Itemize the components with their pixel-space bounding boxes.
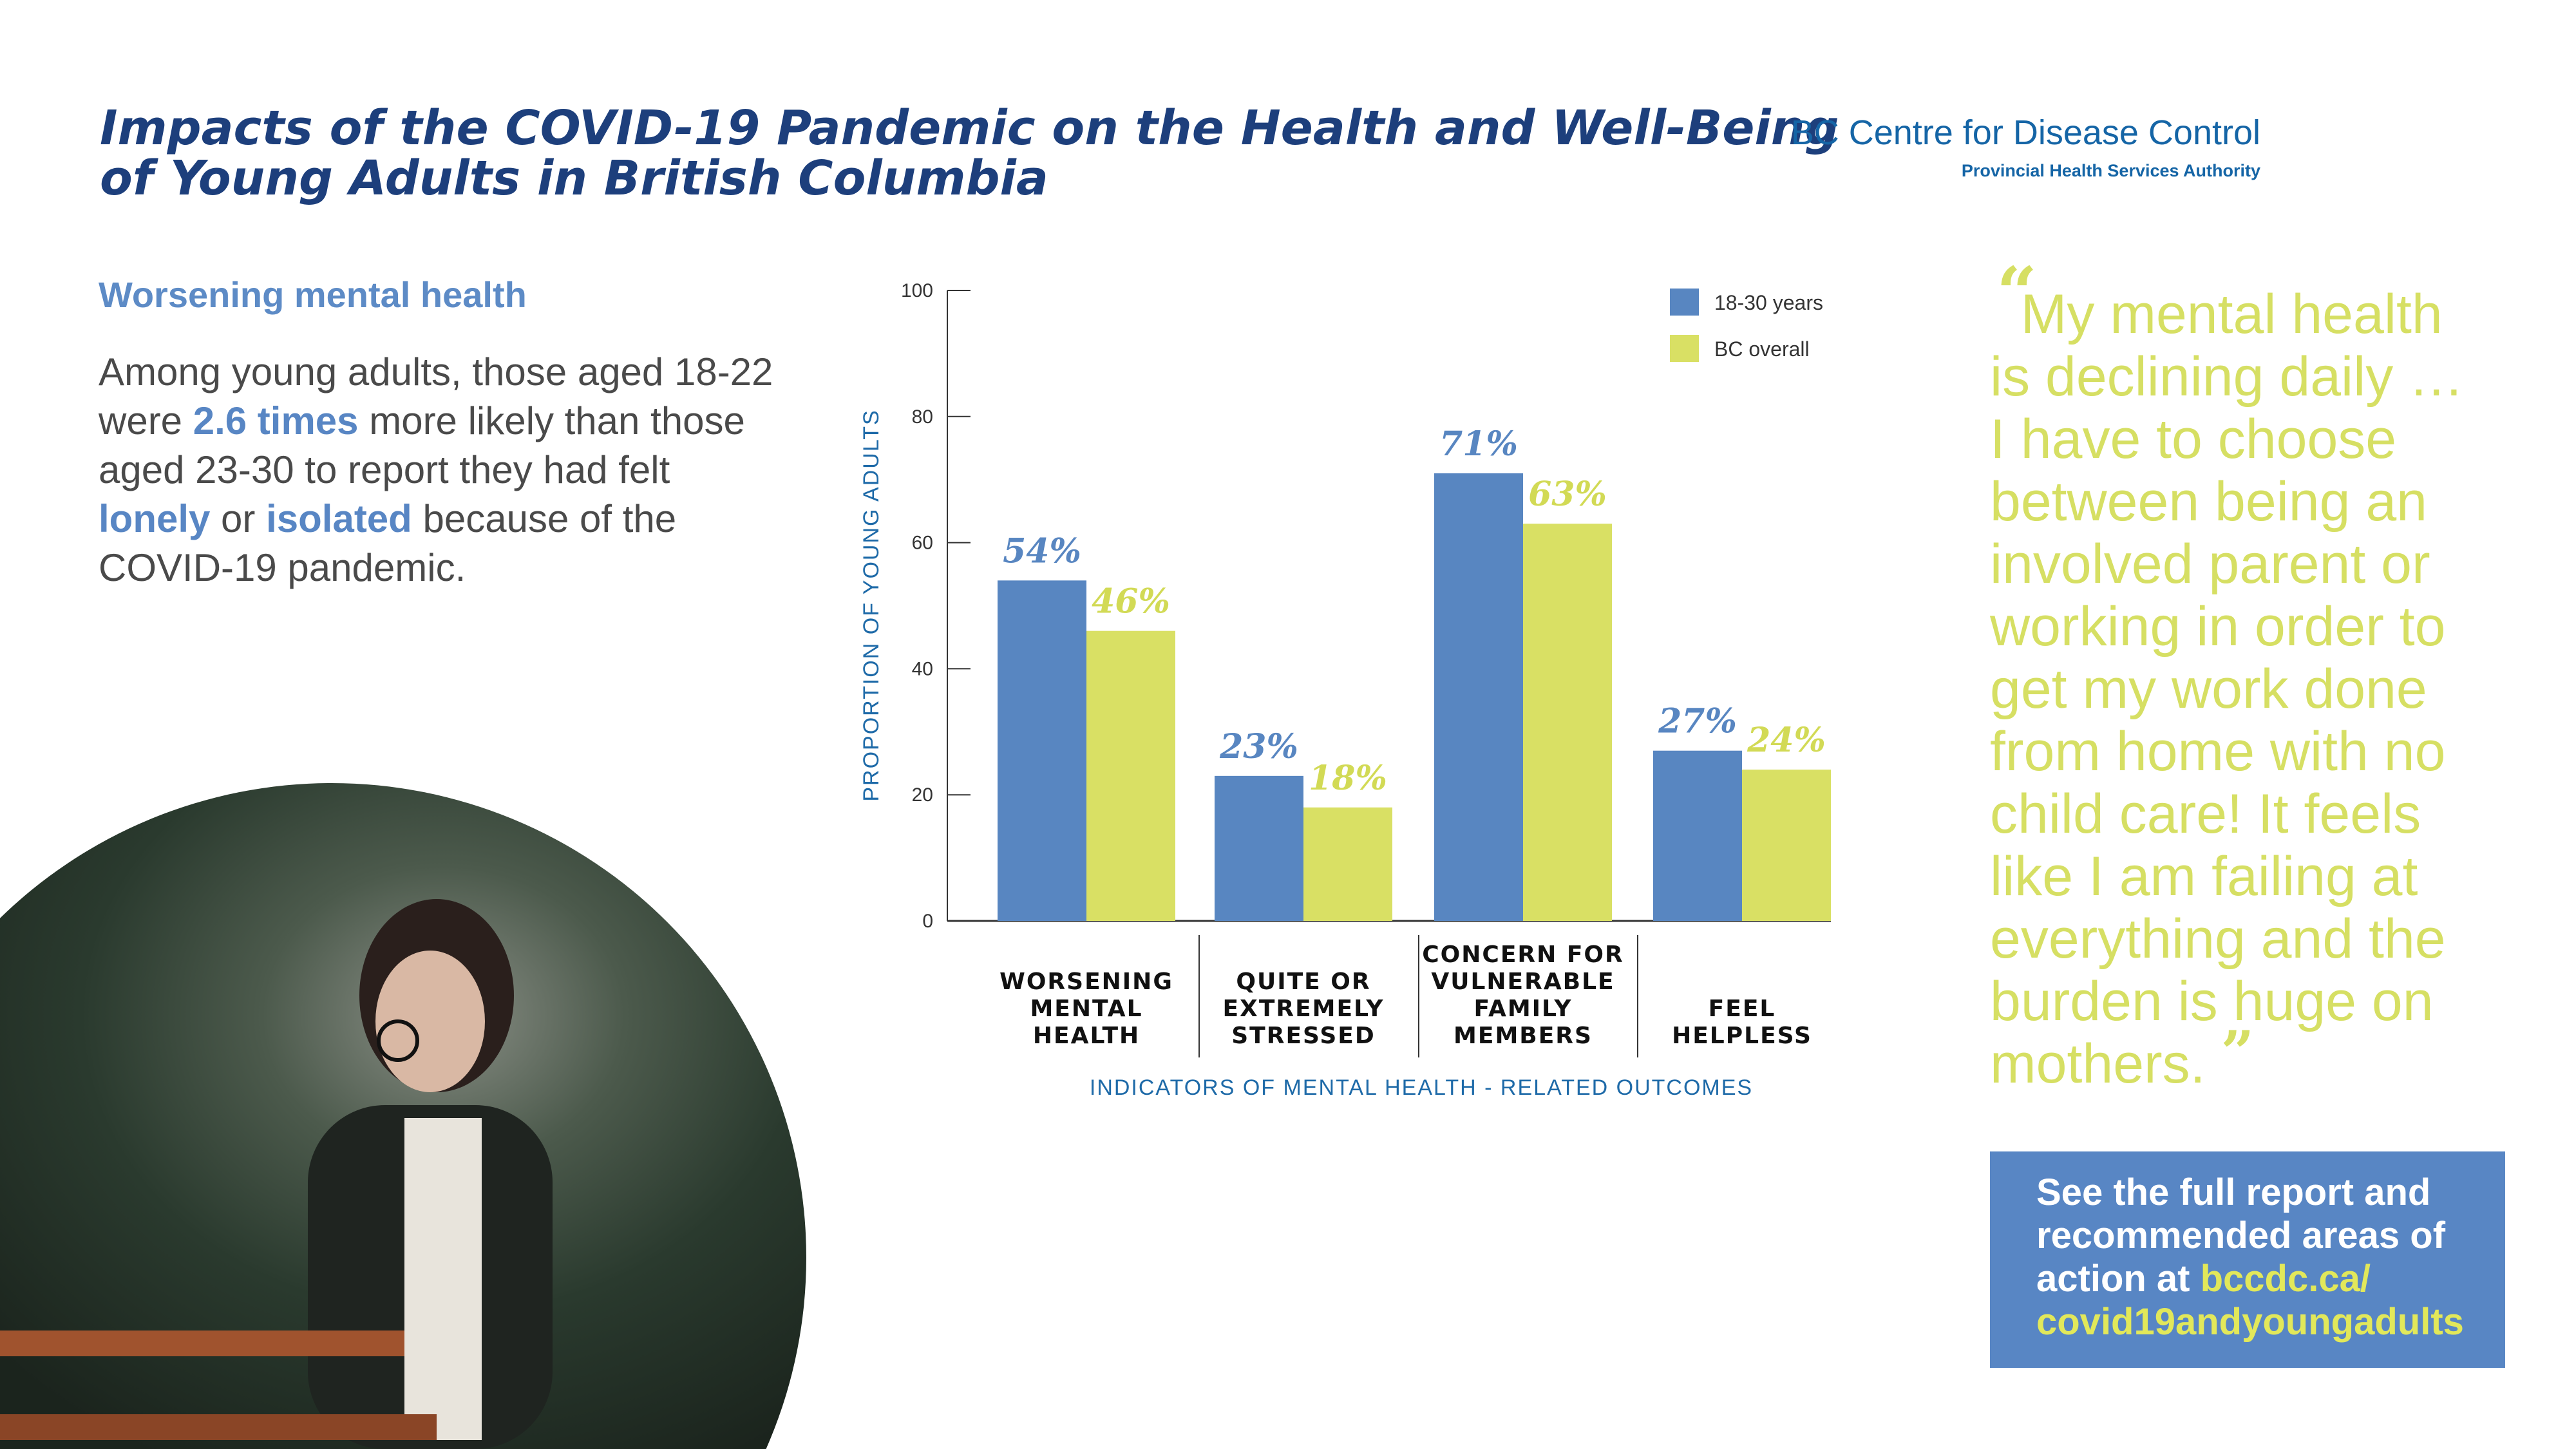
category-label: MENTAL bbox=[1030, 996, 1142, 1022]
close-quote-mark: ” bbox=[2221, 1018, 2255, 1086]
category-label: STRESSED bbox=[1231, 1023, 1376, 1049]
y-axis-title: PROPORTION OF YOUNG ADULTS bbox=[859, 409, 884, 801]
category-label: QUITE OR bbox=[1236, 969, 1370, 995]
highlight: lonely bbox=[99, 497, 211, 540]
data-label: 18% bbox=[1309, 759, 1387, 798]
phsa-logo-subtitle: Provincial Health Services Authority bbox=[1961, 161, 2260, 180]
text: because of the COVID-19 pandemic. bbox=[99, 497, 677, 589]
full-report-callout: See the full report and recommended area… bbox=[1990, 1151, 2505, 1368]
category-label: FEEL bbox=[1709, 996, 1776, 1022]
bar-bc-overall bbox=[1303, 807, 1392, 921]
category-label: VULNERABLE bbox=[1431, 969, 1615, 995]
testimonial-quote: My mental health is declining daily … I … bbox=[1990, 283, 2479, 1095]
open-quote-mark: “ bbox=[1996, 251, 2038, 334]
text: or bbox=[210, 497, 267, 540]
legend-label: 18-30 years bbox=[1714, 291, 1823, 314]
legend-swatch bbox=[1670, 289, 1699, 316]
data-label: 24% bbox=[1747, 721, 1826, 760]
bccdc-logo: BC Centre for Disease Control bbox=[1790, 113, 2260, 152]
report-link[interactable]: bccdc.ca/ covid19andyoungadults bbox=[2036, 1258, 2464, 1343]
data-label: 27% bbox=[1658, 702, 1737, 741]
cta-text: See the full report and recommended area… bbox=[2036, 1171, 2446, 1300]
y-tick-label: 0 bbox=[922, 911, 933, 932]
x-axis-title: INDICATORS OF MENTAL HEALTH - RELATED OU… bbox=[1090, 1075, 1753, 1100]
y-tick-label: 20 bbox=[912, 784, 933, 806]
text: more likely than those aged 23-30 to rep… bbox=[99, 399, 745, 491]
category-label: FAMILY bbox=[1474, 996, 1573, 1022]
category-label: CONCERN FOR bbox=[1422, 942, 1624, 968]
bar-bc-overall bbox=[1086, 630, 1175, 921]
data-label: 71% bbox=[1439, 424, 1518, 464]
highlight: 2.6 times bbox=[193, 399, 359, 442]
data-label: 63% bbox=[1528, 475, 1607, 514]
y-tick-label: 80 bbox=[912, 406, 933, 428]
photo-stressed-woman bbox=[0, 783, 806, 1449]
category-label: HELPLESS bbox=[1672, 1023, 1812, 1049]
legend-label: BC overall bbox=[1714, 337, 1810, 361]
bar-18-30 bbox=[1434, 473, 1523, 921]
bar-18-30 bbox=[1653, 750, 1742, 921]
category-label: EXTREMELY bbox=[1222, 996, 1384, 1022]
summary-paragraph: Among young adults, those aged 18-22 wer… bbox=[99, 348, 775, 592]
data-label: 46% bbox=[1092, 582, 1170, 621]
data-label: 54% bbox=[1003, 531, 1081, 571]
legend-swatch bbox=[1670, 335, 1699, 362]
text: Among young adults, those aged 18-22 wer… bbox=[99, 350, 773, 442]
y-tick-label: 100 bbox=[901, 280, 933, 301]
category-label: WORSENING bbox=[999, 969, 1173, 995]
category-label: HEALTH bbox=[1033, 1023, 1140, 1049]
y-tick-label: 60 bbox=[912, 533, 933, 554]
data-label: 23% bbox=[1219, 727, 1298, 766]
bar-18-30 bbox=[1215, 775, 1303, 921]
bar-18-30 bbox=[998, 580, 1086, 921]
category-label: MEMBERS bbox=[1454, 1023, 1593, 1049]
quote-text: My mental health is declining daily … I … bbox=[1990, 283, 2465, 1095]
page-title: Impacts of the COVID-19 Pandemic on the … bbox=[100, 100, 1839, 206]
bar-bc-overall bbox=[1742, 770, 1831, 921]
section-heading: Worsening mental health bbox=[99, 274, 527, 315]
y-tick-label: 40 bbox=[912, 658, 933, 679]
bar-bc-overall bbox=[1523, 524, 1612, 921]
highlight: isolated bbox=[266, 497, 412, 540]
